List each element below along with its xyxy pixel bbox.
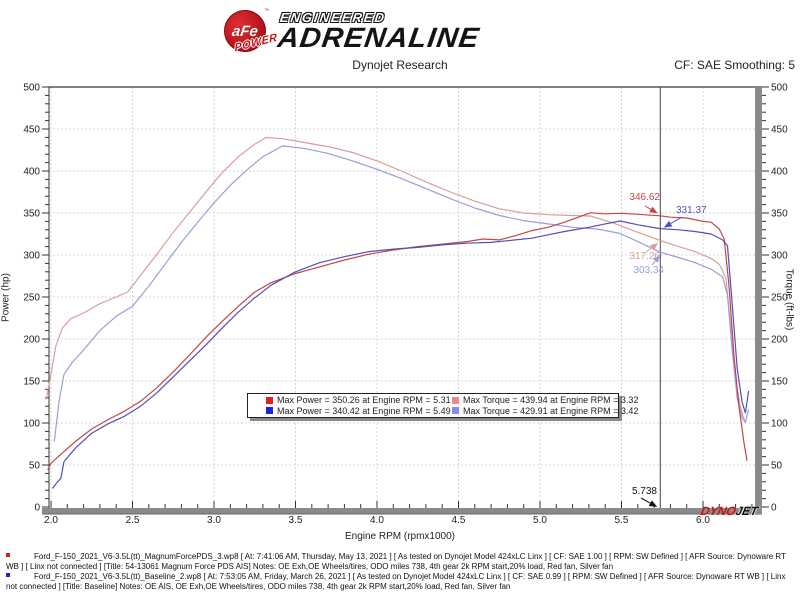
curve-2 — [52, 220, 750, 489]
run-bullet-icon — [6, 553, 10, 557]
annotation-torque-baseline: 303.34 — [633, 265, 664, 276]
curve-3 — [53, 145, 750, 442]
svg-text:4.5: 4.5 — [452, 515, 466, 526]
legend-item: Max Torque = 439.94 at Engine RPM = 3.32 — [452, 395, 638, 405]
svg-text:350: 350 — [23, 209, 40, 220]
page-title: Dynojet Research — [352, 58, 448, 72]
svg-text:100: 100 — [23, 419, 40, 430]
svg-text:100: 100 — [771, 419, 788, 430]
svg-text:50: 50 — [29, 461, 41, 472]
legend-swatch-icon — [452, 396, 459, 404]
svg-text:350: 350 — [771, 209, 788, 220]
dynojet-logo: DYNOJET — [700, 504, 760, 518]
legend-item: Max Torque = 429.91 at Engine RPM = 3.42 — [452, 406, 638, 416]
run-info-text: Ford_F-150_2021_V6-3.5L(tt)_Baseline_2.w… — [6, 572, 786, 591]
svg-text:250: 250 — [771, 293, 788, 304]
curve-1 — [45, 136, 746, 424]
svg-text:500: 500 — [771, 83, 788, 94]
run-info-magnumforce: Ford_F-150_2021_V6-3.5L(tt)_MagnumForceP… — [6, 552, 796, 571]
dynojet-logo-jet: JET — [734, 504, 760, 518]
dynojet-logo-dyno: DYNO — [699, 504, 738, 518]
legend-label: Max Torque = 429.91 at Engine RPM = 3.42 — [463, 405, 639, 416]
x-axis-label-rpm: Engine RPM (rpmx1000) — [344, 531, 456, 542]
chart-legend: Max Power = 350.26 at Engine RPM = 5.31 M… — [247, 393, 638, 418]
svg-text:0: 0 — [34, 503, 40, 514]
trademark-symbol: ™ — [264, 8, 269, 14]
legend-label: Max Power = 350.26 at Engine RPM = 5.31 — [277, 395, 451, 406]
legend-label: Max Torque = 439.94 at Engine RPM = 3.32 — [463, 395, 639, 406]
legend-item: Max Power = 340.42 at Engine RPM = 5.49 — [266, 406, 452, 416]
annotation-torque-magnumforce: 317.26 — [629, 251, 660, 262]
svg-text:200: 200 — [771, 335, 788, 346]
svg-text:500: 500 — [23, 83, 40, 94]
run-bullet-icon — [6, 573, 10, 577]
svg-text:200: 200 — [23, 335, 40, 346]
legend-label: Max Power = 340.42 at Engine RPM = 5.49 — [277, 405, 451, 416]
svg-text:5.0: 5.0 — [533, 515, 547, 526]
svg-text:6.0: 6.0 — [696, 515, 710, 526]
svg-text:450: 450 — [771, 125, 788, 136]
svg-text:3.0: 3.0 — [207, 515, 221, 526]
legend-item: Max Power = 350.26 at Engine RPM = 5.31 — [266, 395, 452, 405]
curve-0 — [47, 212, 748, 471]
afe-power-logo-icon: aFe — [224, 10, 266, 52]
svg-text:450: 450 — [23, 125, 40, 136]
svg-text:5.5: 5.5 — [615, 515, 629, 526]
svg-text:250: 250 — [23, 293, 40, 304]
svg-text:2.0: 2.0 — [44, 515, 58, 526]
svg-text:150: 150 — [23, 377, 40, 388]
legend-swatch-icon — [266, 407, 273, 415]
legend-swatch-icon — [452, 407, 459, 415]
afe-adrenaline-logo: aFe ™ POWER ENGINEERED ADRENALINE — [218, 4, 578, 56]
svg-text:3.5: 3.5 — [289, 515, 303, 526]
svg-text:0: 0 — [771, 503, 777, 514]
svg-text:300: 300 — [771, 251, 788, 262]
correction-factor-note: CF: SAE Smoothing: 5 — [674, 58, 795, 72]
svg-text:50: 50 — [771, 461, 783, 472]
annotation-power-magnumforce: 346.62 — [629, 192, 660, 203]
svg-text:4.0: 4.0 — [370, 515, 384, 526]
svg-text:400: 400 — [23, 167, 40, 178]
run-info-baseline: Ford_F-150_2021_V6-3.5L(tt)_Baseline_2.w… — [6, 572, 796, 591]
annotation-cursor-rpm: 5.738 — [631, 486, 657, 497]
svg-text:2.5: 2.5 — [126, 515, 140, 526]
run-info-text: Ford_F-150_2021_V6-3.5L(tt)_MagnumForceP… — [6, 552, 786, 571]
annotation-power-baseline: 331.37 — [676, 205, 707, 216]
svg-text:400: 400 — [771, 167, 788, 178]
legend-swatch-icon — [266, 396, 273, 404]
svg-text:300: 300 — [23, 251, 40, 262]
svg-text:150: 150 — [771, 377, 788, 388]
